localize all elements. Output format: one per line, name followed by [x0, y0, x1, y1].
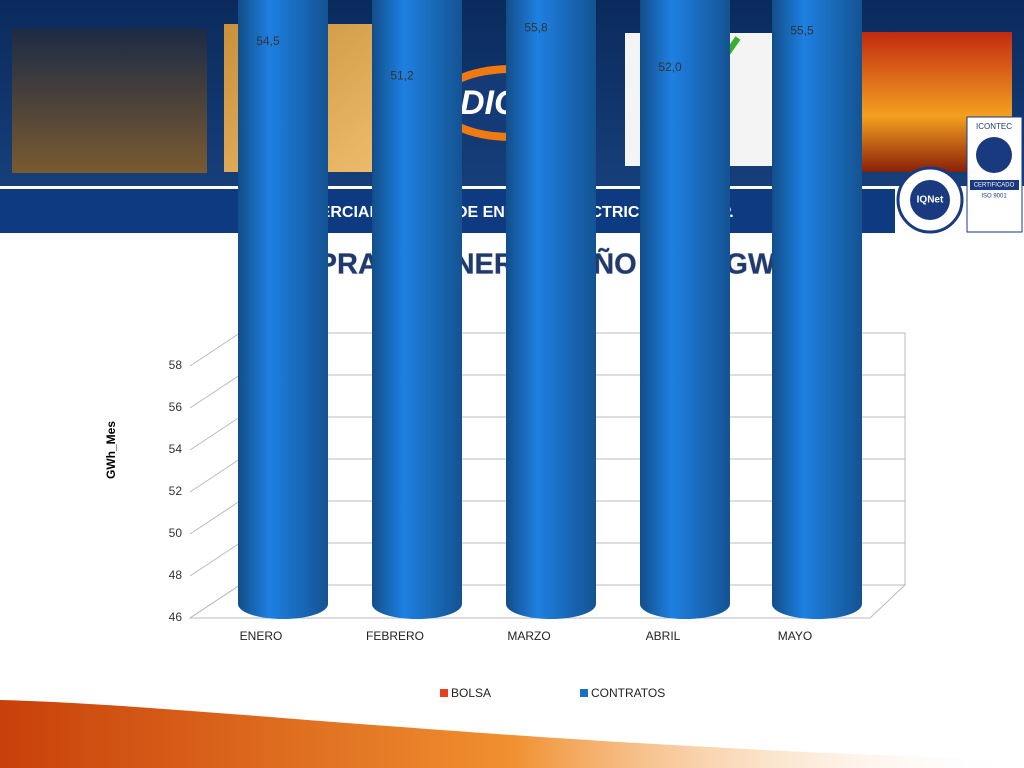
y-tick-label: 48	[169, 568, 183, 582]
cylinder-segment	[772, 0, 862, 619]
x-tick-label: ABRIL	[646, 629, 681, 643]
badge-text: CERTIFICADO	[974, 183, 1015, 189]
data-label: 54,5	[256, 34, 280, 48]
iqnet-core	[910, 180, 950, 220]
cylinder-segment	[372, 0, 462, 619]
data-label: 51,2	[390, 69, 414, 83]
data-label: 55,8	[524, 20, 548, 34]
data-label: 55,5	[790, 23, 814, 37]
cylinder-segment	[238, 0, 328, 619]
y-tick-label: 46	[169, 610, 183, 624]
x-tick-label: MARZO	[507, 629, 550, 643]
city-image	[12, 28, 207, 173]
legend-swatch	[580, 689, 588, 697]
y-tick-label: 50	[169, 526, 183, 540]
x-tick-label: MAYO	[778, 629, 812, 643]
y-tick-label: 58	[169, 358, 183, 372]
x-tick-label: ENERO	[240, 629, 283, 643]
cylinder-segment	[506, 0, 596, 619]
y-axis-title: GWh_Mes	[104, 421, 118, 479]
legend-swatch	[440, 689, 448, 697]
badge-text: ISO 9001	[981, 194, 1007, 200]
y-tick-label: 52	[169, 484, 183, 498]
plot: 4648505254565854,50,7ENERO51,20,7FEBRERO…	[169, 0, 907, 700]
legend-label: BOLSA	[451, 686, 491, 700]
legend-label: CONTRATOS	[591, 686, 665, 700]
icontec-badge	[966, 116, 1023, 233]
badge-text: IQNet	[917, 195, 944, 206]
bottom-swoosh	[0, 700, 1024, 768]
badge-text: ICONTEC	[976, 122, 1012, 131]
badge-strip	[970, 180, 1019, 190]
icontec-logo	[976, 137, 1012, 173]
data-label: 52,0	[658, 60, 682, 74]
x-tick-label: FEBRERO	[366, 629, 424, 643]
y-tick-label: 54	[169, 442, 183, 456]
y-tick-label: 56	[169, 400, 183, 414]
cylinder-segment	[640, 0, 730, 619]
